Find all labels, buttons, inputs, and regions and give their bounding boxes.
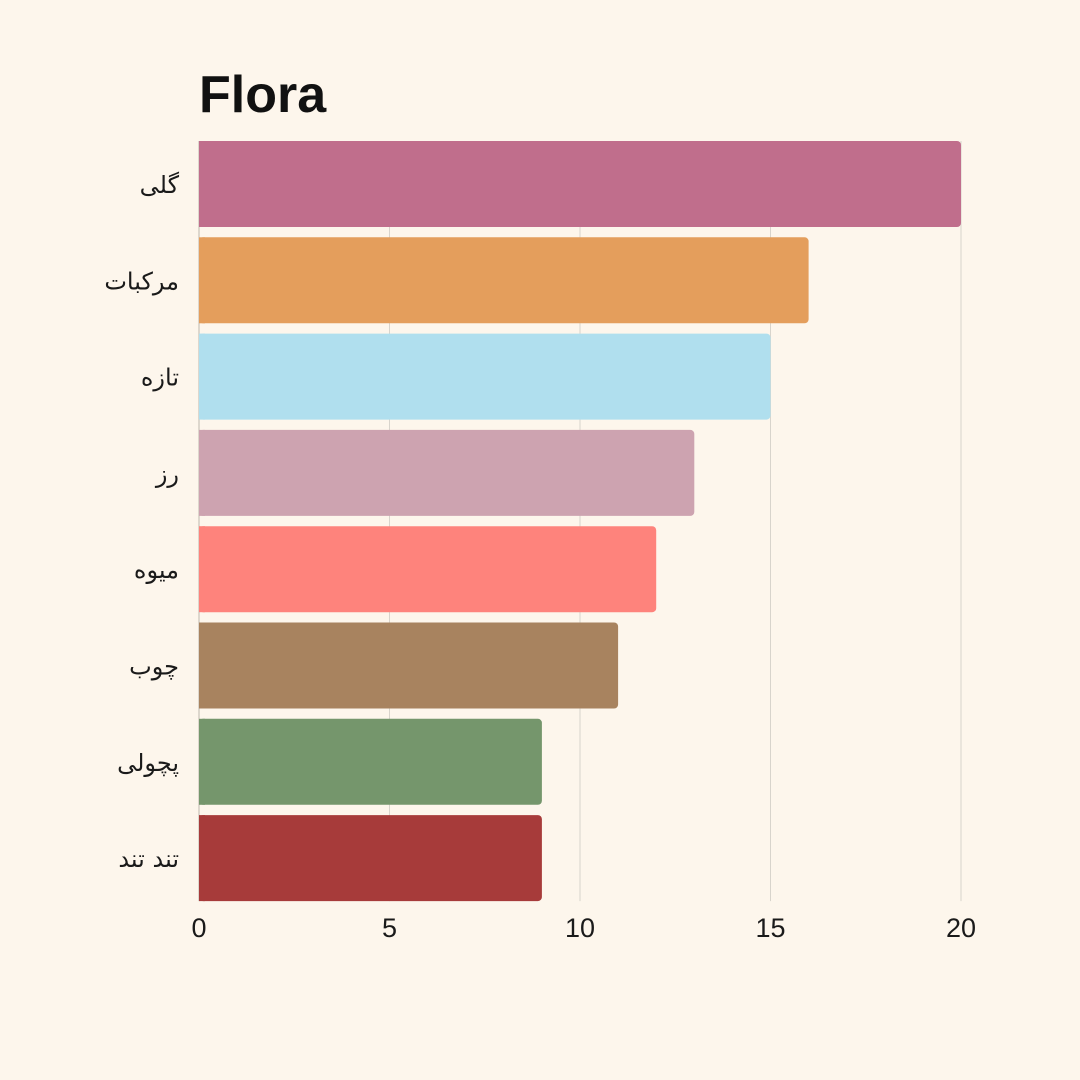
bar-2-edge <box>199 237 205 324</box>
category-label-8: تند تند <box>118 845 179 873</box>
chart-title: Flora <box>199 66 327 124</box>
category-label-5: میوه <box>134 556 179 584</box>
x-tick-labels: 0 5 10 15 20 <box>191 913 976 943</box>
x-tick-label-20: 20 <box>946 913 976 943</box>
bar-4 <box>199 429 695 516</box>
bar-3 <box>199 333 771 420</box>
category-label-4: رز <box>155 460 179 488</box>
bar-7-edge <box>199 718 205 805</box>
bar-8-edge <box>199 815 205 902</box>
category-label-6: چوب <box>129 653 179 681</box>
category-label-3: تازه <box>141 364 179 392</box>
bar-1 <box>199 141 961 227</box>
bar-5-edge <box>199 526 205 613</box>
category-labels: گلی مرکبات تازه رز میوه چوب پچولی تند تند <box>104 171 179 873</box>
x-tick-label-5: 5 <box>382 913 397 943</box>
category-label-7: پچولی <box>117 749 179 777</box>
bar-2 <box>199 237 809 324</box>
bar-1-edge <box>199 141 205 227</box>
category-label-1: گلی <box>140 171 180 199</box>
bar-5 <box>199 526 657 613</box>
category-label-2: مرکبات <box>104 267 179 295</box>
bars <box>199 141 961 902</box>
bar-6-edge <box>199 622 205 709</box>
bar-3-edge <box>199 333 205 420</box>
x-tick-label-10: 10 <box>565 913 595 943</box>
x-tick-label-15: 15 <box>755 913 785 943</box>
bar-4-edge <box>199 429 205 516</box>
bar-7 <box>199 718 542 805</box>
bar-6 <box>199 622 619 709</box>
x-tick-label-0: 0 <box>191 913 206 943</box>
bar-8 <box>199 815 542 902</box>
